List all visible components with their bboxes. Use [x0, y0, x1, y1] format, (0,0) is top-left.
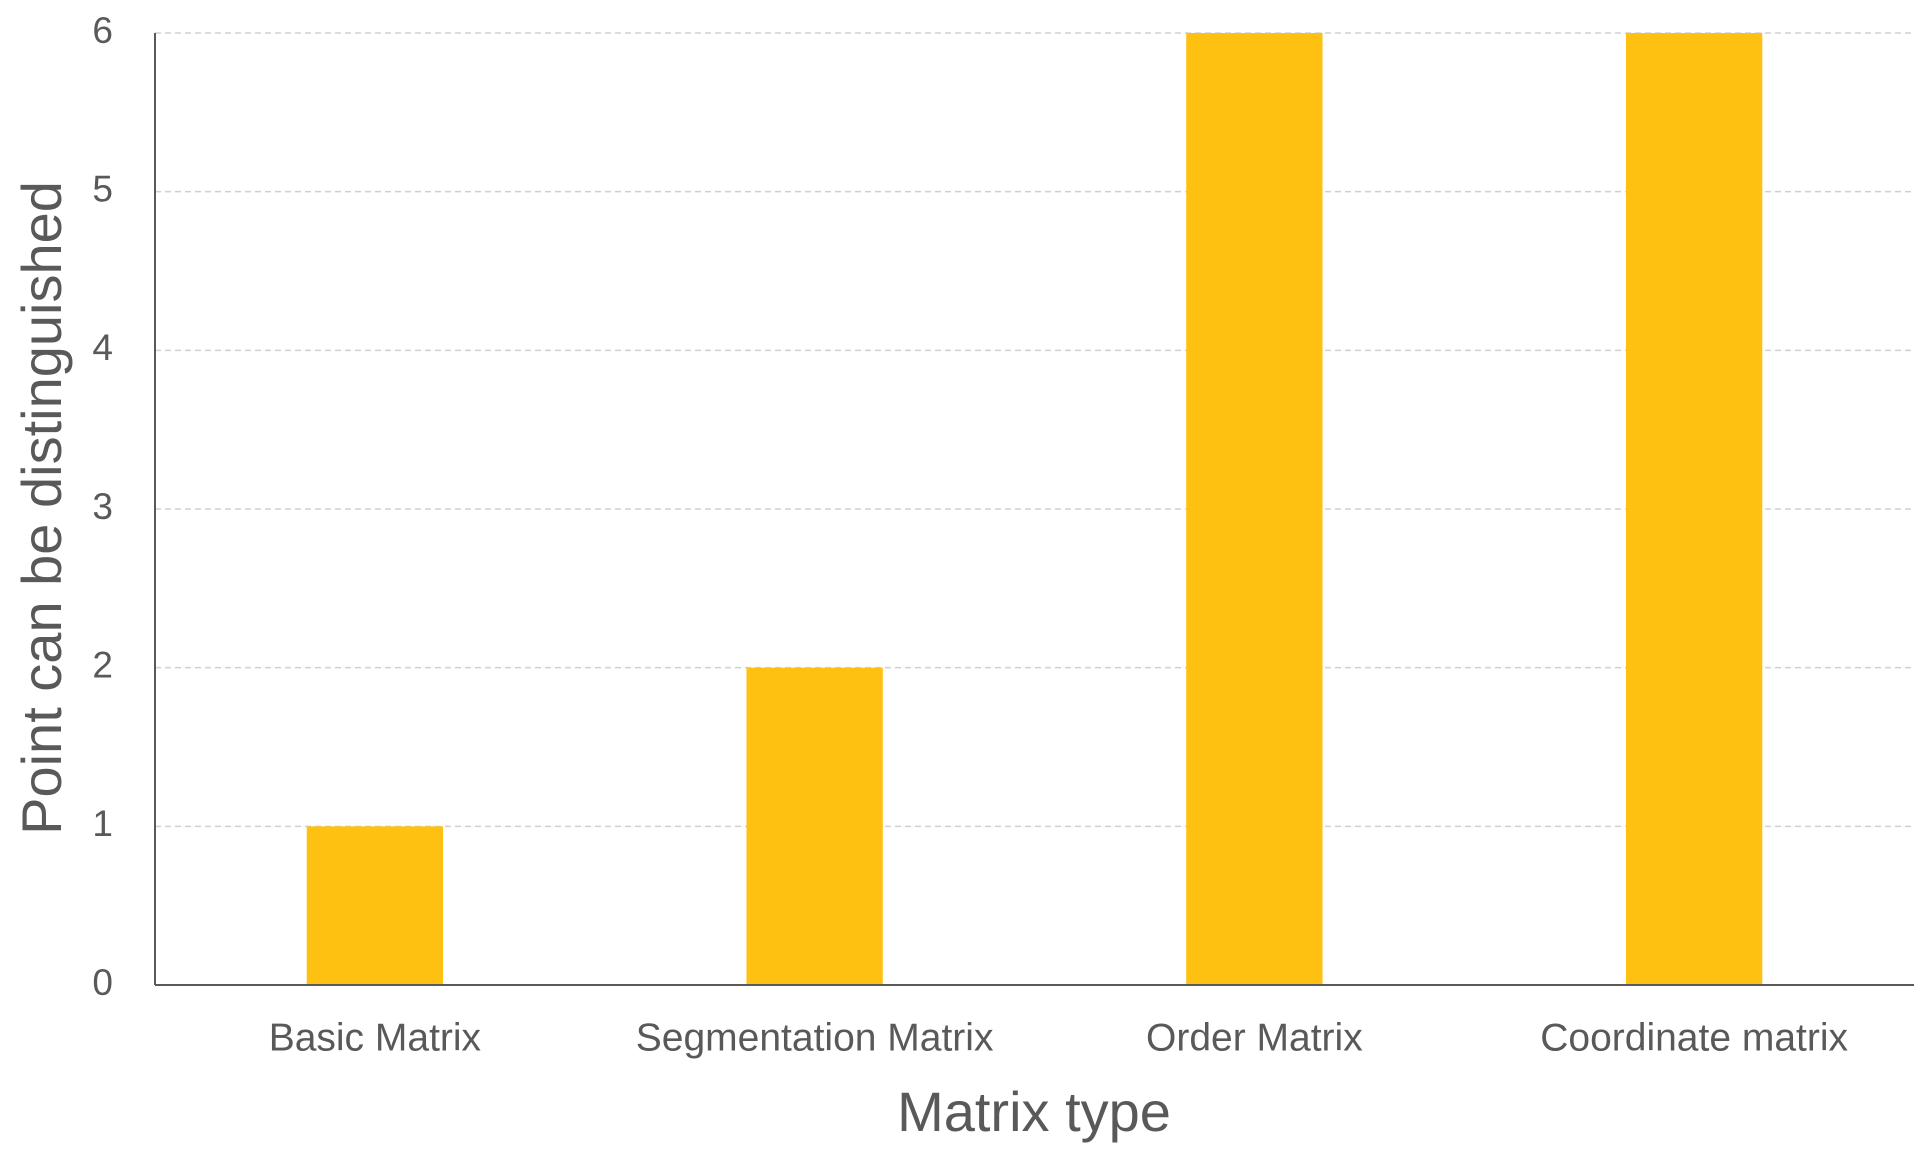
bar: [1625, 33, 1763, 985]
y-tick-label: 3: [92, 486, 113, 527]
bar: [306, 826, 444, 985]
x-tick-label: Coordinate matrix: [1540, 1016, 1848, 1059]
x-tick-label: Segmentation Matrix: [636, 1016, 994, 1059]
y-axis-title: Point can be distinguished: [10, 181, 73, 835]
y-tick-label: 5: [92, 168, 113, 209]
x-tick-label: Basic Matrix: [269, 1016, 482, 1059]
y-tick-label: 1: [92, 803, 113, 844]
y-tick-label: 0: [92, 962, 113, 1003]
bar: [746, 667, 883, 985]
bar: [1186, 33, 1323, 985]
y-tick-label: 4: [92, 327, 113, 368]
x-axis-title: Matrix type: [897, 1080, 1171, 1143]
y-tick-label: 6: [92, 10, 113, 51]
x-tick-label: Order Matrix: [1146, 1016, 1363, 1059]
y-tick-label: 2: [92, 644, 113, 685]
